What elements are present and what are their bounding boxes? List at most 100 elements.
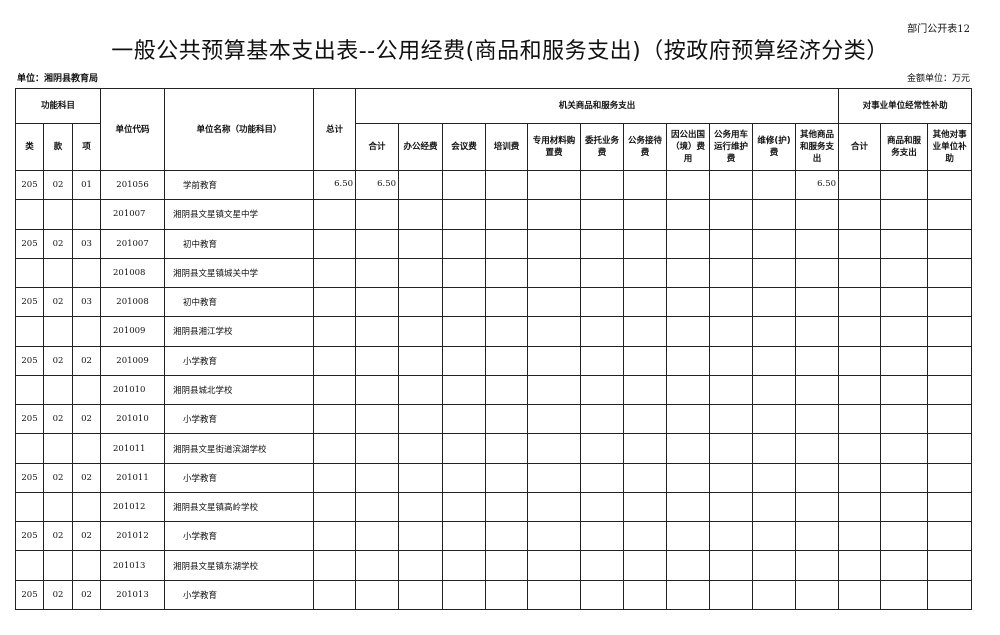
- cell-lei: [15, 199, 44, 230]
- cell-amount: [313, 550, 357, 581]
- cell-amount: [398, 199, 444, 230]
- cell-unit-code: 201007: [100, 228, 166, 259]
- cell-amount: [752, 521, 797, 552]
- cell-amount: [580, 491, 625, 523]
- header-group-org: 机关商品和服务支出: [355, 88, 840, 124]
- cell-xiang: 02: [71, 579, 102, 610]
- cell-unit-code: 201056: [100, 169, 166, 201]
- cell-amount: [527, 550, 582, 581]
- cell-unit-code: 201007: [100, 199, 166, 230]
- cell-amount: 6.50: [313, 169, 357, 201]
- cell-amount: [752, 316, 797, 347]
- cell-amount: [838, 462, 882, 493]
- cell-lei: 205: [15, 462, 44, 493]
- header-unit-code: 单位代码: [100, 88, 166, 171]
- cell-lei: 205: [15, 521, 44, 552]
- cell-amount: [623, 287, 668, 318]
- cell-xiang: 02: [71, 462, 102, 493]
- header-lei: 类: [15, 123, 44, 171]
- cell-amount: [313, 287, 357, 318]
- cell-amount: [927, 316, 973, 347]
- table-row: 205 02 02 201009 小学教育: [15, 345, 973, 376]
- cell-unit-code: 201011: [100, 462, 166, 493]
- cell-amount: [709, 199, 754, 230]
- cell-amount: [666, 404, 711, 435]
- cell-kuan: [43, 257, 73, 289]
- cell-unit-name: 小学教育: [164, 521, 315, 552]
- cell-amount: [838, 228, 882, 259]
- cell-amount: [752, 287, 797, 318]
- cell-lei: [15, 433, 44, 464]
- cell-unit-name: 湘阴县文星镇文星中学: [164, 199, 315, 230]
- cell-amount: [442, 169, 487, 201]
- table-row: 205 02 02 201011 小学教育: [15, 462, 973, 493]
- cell-amount: [927, 491, 973, 523]
- cell-unit-code: 201008: [100, 287, 166, 318]
- cell-unit-code: 201009: [100, 345, 166, 376]
- cell-amount: [666, 433, 711, 464]
- cell-amount: [752, 579, 797, 610]
- table-row: 201011 湘阴县文星街道滨湖学校: [15, 433, 973, 464]
- cell-amount: [355, 550, 400, 581]
- cell-amount: [580, 287, 625, 318]
- cell-amount: [398, 521, 444, 552]
- budget-table: 功能科目 单位代码 单位名称（功能科目） 总计 机关商品和服务支出 对事业单位经…: [14, 88, 973, 610]
- cell-amount: [398, 462, 444, 493]
- cell-amount: [527, 199, 582, 230]
- cell-amount: [666, 199, 711, 230]
- cell-amount: [527, 374, 582, 406]
- cell-amount: [442, 374, 487, 406]
- cell-amount: [442, 521, 487, 552]
- cell-lei: 205: [15, 287, 44, 318]
- cell-xiang: [71, 199, 102, 230]
- cell-unit-name: 小学教育: [164, 462, 315, 493]
- cell-amount: [709, 491, 754, 523]
- cell-amount: [580, 550, 625, 581]
- cell-kuan: [43, 374, 73, 406]
- cell-amount: [527, 579, 582, 610]
- cell-amount: [313, 199, 357, 230]
- cell-kuan: [43, 316, 73, 347]
- cell-amount: [709, 579, 754, 610]
- cell-amount: [398, 345, 444, 376]
- cell-amount: [666, 345, 711, 376]
- cell-amount: [442, 404, 487, 435]
- cell-amount: [623, 345, 668, 376]
- cell-amount: [752, 433, 797, 464]
- cell-amount: [527, 257, 582, 289]
- cell-amount: [355, 316, 400, 347]
- cell-amount: [752, 199, 797, 230]
- cell-lei: 205: [15, 404, 44, 435]
- cell-amount: [666, 374, 711, 406]
- cell-amount: [752, 345, 797, 376]
- cell-lei: 205: [15, 228, 44, 259]
- cell-amount: [838, 404, 882, 435]
- cell-kuan: 02: [43, 579, 73, 610]
- cell-amount: [838, 169, 882, 201]
- cell-amount: [442, 579, 487, 610]
- cell-amount: [838, 433, 882, 464]
- cell-unit-name: 湘阴县湘江学校: [164, 316, 315, 347]
- cell-amount: [927, 374, 973, 406]
- cell-amount: [927, 257, 973, 289]
- cell-amount: [398, 228, 444, 259]
- header-org-col: 合计: [355, 123, 400, 171]
- cell-amount: [527, 404, 582, 435]
- cell-xiang: 02: [71, 404, 102, 435]
- cell-unit-code: 201010: [100, 374, 166, 406]
- cell-amount: [527, 228, 582, 259]
- cell-amount: [485, 316, 529, 347]
- cell-amount: [838, 199, 882, 230]
- header-func-subject: 功能科目: [14, 88, 102, 124]
- cell-amount: [623, 579, 668, 610]
- cell-amount: [927, 521, 973, 552]
- cell-amount: [313, 316, 357, 347]
- cell-amount: [485, 169, 529, 201]
- cell-amount: [838, 374, 882, 406]
- header-org-col: 维修(护)费: [752, 123, 797, 171]
- cell-amount: [580, 374, 625, 406]
- cell-unit-name: 湘阴县文星街道滨湖学校: [164, 433, 315, 464]
- cell-amount: [355, 287, 400, 318]
- cell-xiang: [71, 257, 102, 289]
- cell-amount: [752, 491, 797, 523]
